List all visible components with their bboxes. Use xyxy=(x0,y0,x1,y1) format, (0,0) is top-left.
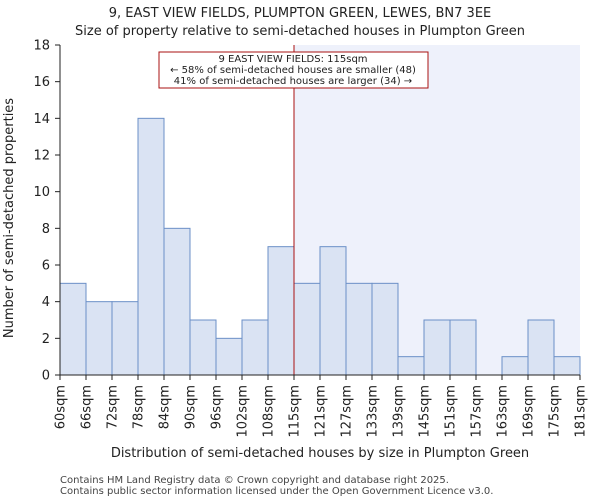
chart-subtitle: Size of property relative to semi-detach… xyxy=(75,24,525,39)
bar-151sqm xyxy=(449,319,477,376)
x-tick-label: 181sqm xyxy=(574,385,589,438)
x-tick-label: 169sqm xyxy=(522,385,537,438)
y-tick-label: 0 xyxy=(42,369,50,384)
bar-121sqm xyxy=(319,246,347,376)
y-tick-label: 6 xyxy=(42,259,50,274)
bar-72sqm xyxy=(111,301,139,376)
bars-group xyxy=(59,117,581,376)
bar-108sqm xyxy=(267,246,295,376)
bar-84sqm xyxy=(163,227,191,376)
x-tick-label: 84sqm xyxy=(158,385,173,429)
x-tick-label: 163sqm xyxy=(496,385,511,438)
x-tick-label: 133sqm xyxy=(366,385,381,438)
y-axis-label: Number of semi-detached properties xyxy=(2,98,17,338)
bar-115sqm xyxy=(293,282,321,376)
bar-163sqm xyxy=(501,356,529,376)
x-tick-label: 145sqm xyxy=(418,385,433,438)
x-tick-label: 139sqm xyxy=(392,385,407,438)
y-tick-label: 18 xyxy=(33,39,50,54)
x-tick-label: 66sqm xyxy=(80,385,95,429)
y-tick-label: 14 xyxy=(33,112,50,127)
bar-90sqm xyxy=(189,319,217,376)
y-axis: 0 2 4 6 8 10 12 14 16 18 xyxy=(33,39,61,384)
y-tick-label: 10 xyxy=(33,185,50,200)
annotation-line-2: ← 58% of semi-detached houses are smalle… xyxy=(170,65,416,76)
annotation-line-3: 41% of semi-detached houses are larger (… xyxy=(174,76,412,87)
x-tick-label: 157sqm xyxy=(470,385,485,438)
bar-133sqm xyxy=(371,282,399,376)
x-tick-label: 78sqm xyxy=(132,385,147,429)
x-tick-label: 102sqm xyxy=(236,385,251,438)
y-tick-label: 2 xyxy=(42,332,50,347)
x-tick-label: 60sqm xyxy=(54,385,69,429)
y-tick-label: 12 xyxy=(33,149,50,164)
y-tick-label: 4 xyxy=(42,295,50,310)
x-tick-label: 108sqm xyxy=(262,385,277,438)
y-tick-label: 8 xyxy=(42,222,50,237)
bar-139sqm xyxy=(397,356,425,376)
x-tick-label: 151sqm xyxy=(444,385,459,438)
bar-127sqm xyxy=(345,282,373,376)
x-axis: 60sqm 66sqm 72sqm 78sqm 84sqm 90sqm 96sqm 102sq… xyxy=(54,374,589,438)
bar-96sqm xyxy=(215,337,243,376)
y-tick-label: 16 xyxy=(33,75,50,90)
bar-60sqm xyxy=(59,282,87,376)
x-tick-label: 121sqm xyxy=(314,385,329,438)
annotation-box: 9 EAST VIEW FIELDS: 115sqm ← 58% of semi… xyxy=(158,51,429,89)
bar-175sqm xyxy=(553,356,581,376)
annotation-line-1: 9 EAST VIEW FIELDS: 115sqm xyxy=(218,54,367,65)
bar-66sqm xyxy=(85,301,113,376)
x-tick-label: 72sqm xyxy=(106,385,121,429)
chart-title: 9, EAST VIEW FIELDS, PLUMPTON GREEN, LEW… xyxy=(109,6,492,21)
x-axis-label: Distribution of semi-detached houses by … xyxy=(111,446,529,461)
footer-line-1: Contains HM Land Registry data © Crown c… xyxy=(60,475,449,486)
bar-78sqm xyxy=(137,117,165,376)
x-tick-label: 175sqm xyxy=(548,385,563,438)
footer-line-2: Contains public sector information licen… xyxy=(60,486,493,497)
x-tick-label: 96sqm xyxy=(210,385,225,429)
bar-145sqm xyxy=(423,319,451,376)
x-tick-label: 127sqm xyxy=(340,385,355,438)
bar-169sqm xyxy=(527,319,555,376)
x-tick-label: 90sqm xyxy=(184,385,199,429)
bar-102sqm xyxy=(241,319,269,376)
x-tick-label: 115sqm xyxy=(288,385,303,438)
